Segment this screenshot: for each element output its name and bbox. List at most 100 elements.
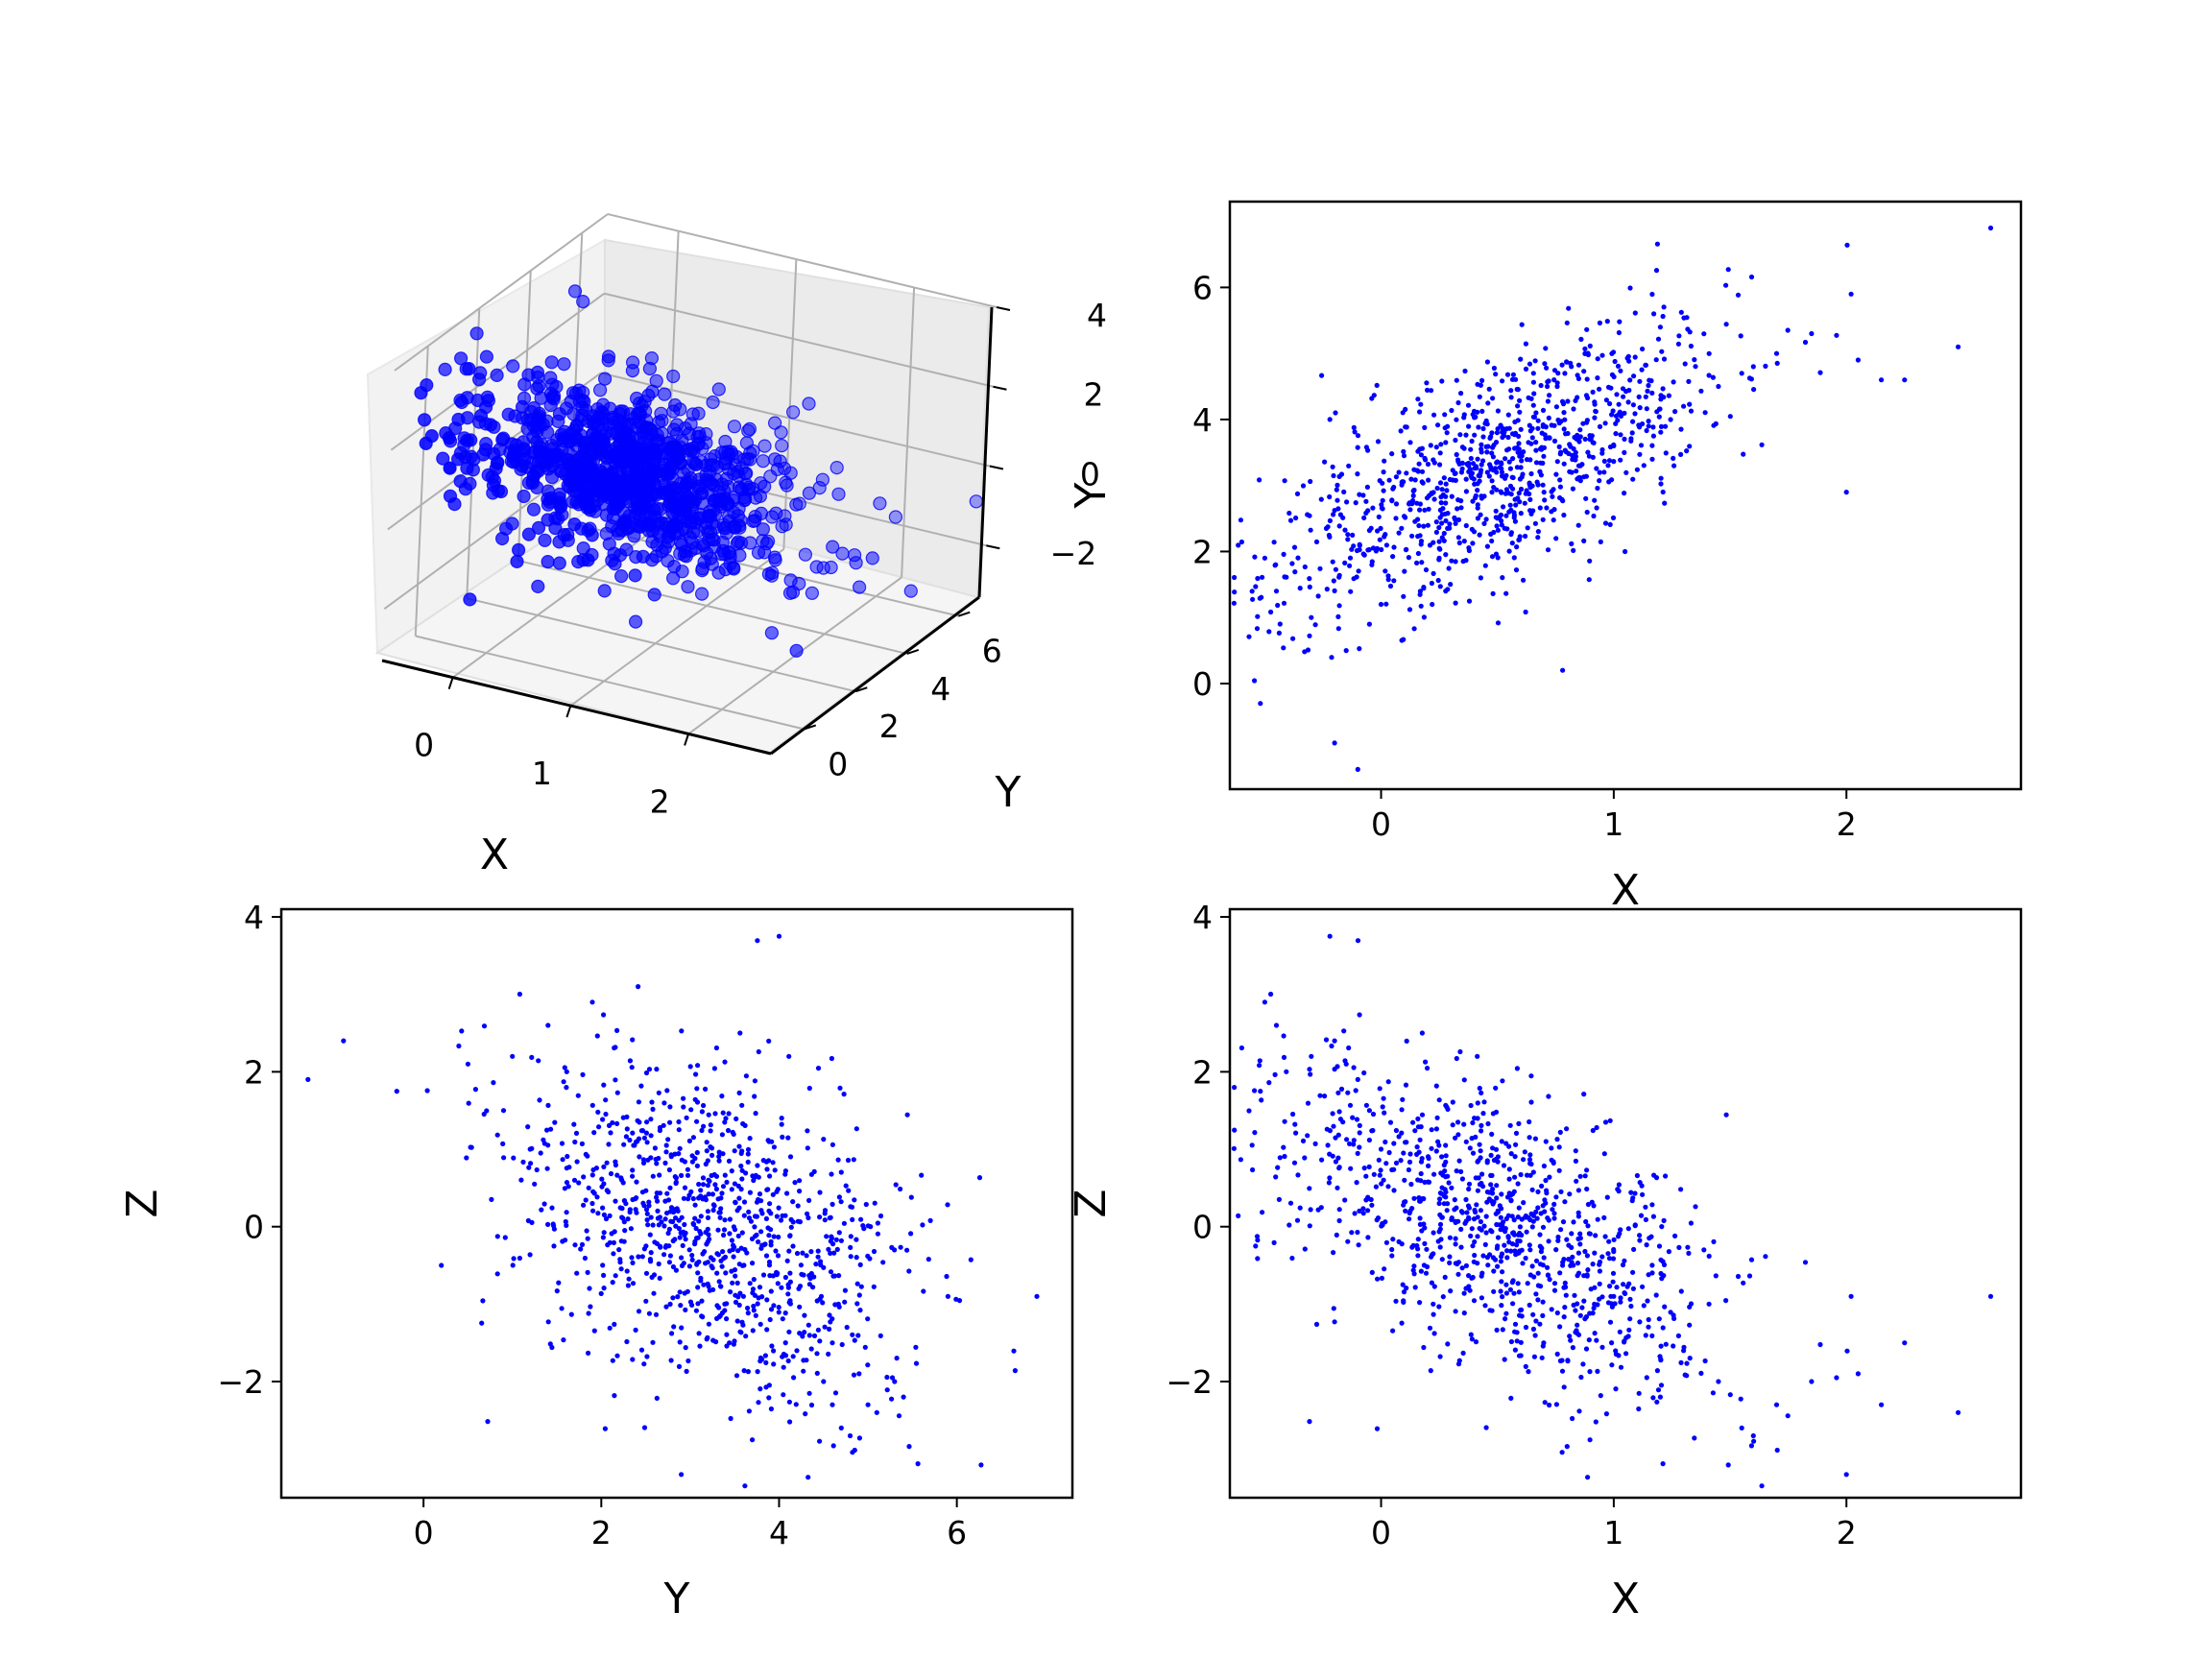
scatter-point bbox=[852, 1447, 857, 1454]
scatter-point bbox=[630, 1357, 636, 1362]
scatter-point bbox=[1645, 388, 1650, 394]
scatter-point bbox=[1632, 354, 1638, 360]
scatter-point bbox=[672, 1237, 678, 1242]
scatter-point bbox=[1540, 423, 1546, 429]
scatter-point bbox=[1640, 346, 1646, 352]
scatter-point bbox=[644, 1140, 650, 1145]
scatter-point bbox=[1411, 487, 1417, 493]
scatter-point bbox=[1510, 1230, 1516, 1236]
scatter-point bbox=[1573, 449, 1578, 455]
scatter-point bbox=[717, 1312, 723, 1318]
z-tick-mark-3d bbox=[996, 306, 1011, 311]
scatter-point bbox=[1527, 361, 1533, 367]
scatter-point bbox=[1361, 1070, 1367, 1076]
scatter-point bbox=[1569, 1231, 1575, 1237]
scatter-point bbox=[545, 1022, 551, 1028]
scatter-point-3d bbox=[754, 506, 769, 521]
scatter-point-3d bbox=[573, 450, 589, 465]
scatter-point bbox=[1646, 419, 1651, 424]
scatter-point bbox=[1622, 1258, 1627, 1263]
scatter-point bbox=[1399, 482, 1405, 488]
scatter-point bbox=[627, 1058, 634, 1064]
scatter-point bbox=[1336, 1217, 1342, 1224]
scatter-point bbox=[1640, 1191, 1646, 1197]
scatter-point bbox=[510, 1053, 516, 1059]
scatter-point bbox=[1341, 489, 1347, 494]
scatter-point bbox=[1503, 1215, 1509, 1221]
scatter-point bbox=[684, 1368, 689, 1374]
scatter-point bbox=[1252, 1088, 1258, 1094]
y-axis-label: Z bbox=[118, 1189, 167, 1217]
scatter-point bbox=[1501, 1163, 1507, 1168]
scatter-point bbox=[1493, 1085, 1499, 1091]
scatter-point bbox=[1449, 1185, 1455, 1190]
scatter-point bbox=[1562, 1280, 1568, 1286]
points bbox=[305, 933, 1040, 1489]
scatter-point bbox=[694, 1149, 700, 1156]
scatter-point bbox=[1597, 423, 1603, 429]
grid-line-3d bbox=[607, 213, 998, 308]
scatter-point bbox=[629, 1065, 635, 1070]
scatter-point bbox=[1455, 1361, 1462, 1367]
scatter-point-3d bbox=[678, 493, 692, 507]
scatter-point bbox=[1564, 1444, 1570, 1450]
scatter-point bbox=[1374, 545, 1381, 552]
scatter-point bbox=[1399, 1130, 1405, 1136]
scatter-point bbox=[1687, 1322, 1693, 1328]
scatter-point-3d bbox=[802, 397, 816, 411]
scatter-point bbox=[1739, 1425, 1744, 1431]
scatter-point bbox=[1538, 1211, 1544, 1216]
scatter-point bbox=[787, 1279, 794, 1285]
scatter-point bbox=[1479, 1090, 1484, 1095]
scatter-point bbox=[1616, 1189, 1622, 1194]
scatter-point bbox=[1460, 1350, 1466, 1356]
scatter-point bbox=[1687, 329, 1693, 335]
scatter-point bbox=[1300, 483, 1307, 489]
scatter-point bbox=[1425, 387, 1431, 393]
scatter-point-3d bbox=[717, 547, 732, 562]
scatter-point bbox=[1523, 533, 1528, 540]
scatter-point bbox=[650, 1339, 656, 1345]
scatter-point bbox=[1475, 456, 1480, 462]
scatter-point bbox=[836, 1194, 843, 1200]
scatter-point bbox=[1433, 445, 1439, 450]
scatter-point bbox=[655, 1208, 661, 1214]
scatter-point bbox=[1622, 436, 1627, 442]
scatter-point-3d bbox=[605, 518, 619, 534]
scatter-point bbox=[1469, 438, 1475, 445]
scatter-point bbox=[1475, 488, 1480, 493]
scatter-point-3d bbox=[473, 408, 489, 423]
scatter-point bbox=[601, 1012, 607, 1018]
scatter-point bbox=[676, 1127, 682, 1133]
scatter-point bbox=[1684, 1373, 1690, 1379]
scatter-point bbox=[1618, 1299, 1623, 1305]
scatter-point bbox=[1632, 310, 1638, 316]
scatter-point bbox=[1681, 315, 1687, 321]
scatter-point bbox=[679, 1262, 685, 1268]
scatter-point bbox=[1353, 1088, 1358, 1094]
scatter-point bbox=[1396, 1134, 1402, 1140]
scatter-point bbox=[760, 1272, 767, 1278]
scatter-point bbox=[1406, 1166, 1411, 1173]
scatter-point bbox=[1556, 1167, 1562, 1173]
scatter-point bbox=[1504, 1255, 1510, 1261]
scatter-point bbox=[1571, 406, 1576, 412]
scatter-point bbox=[673, 1223, 679, 1229]
scatter-point bbox=[826, 1246, 831, 1252]
scatter-point bbox=[1370, 505, 1376, 511]
scatter-point bbox=[1499, 466, 1504, 471]
scatter-point bbox=[1419, 445, 1425, 451]
scatter-point bbox=[1262, 999, 1267, 1005]
scatter-point-3d bbox=[705, 488, 719, 502]
scatter-point bbox=[595, 1211, 601, 1216]
scatter-point bbox=[1443, 1153, 1449, 1159]
scatter-point bbox=[1377, 1172, 1382, 1178]
scatter-point bbox=[587, 1286, 592, 1291]
scatter-point bbox=[664, 1190, 670, 1196]
scatter-point bbox=[1466, 1186, 1472, 1192]
scatter-point bbox=[793, 1402, 799, 1407]
scatter-point bbox=[787, 1233, 793, 1238]
scatter-point bbox=[1246, 634, 1252, 639]
scatter-point-3d bbox=[419, 436, 433, 450]
scatter-point bbox=[1382, 1139, 1388, 1145]
